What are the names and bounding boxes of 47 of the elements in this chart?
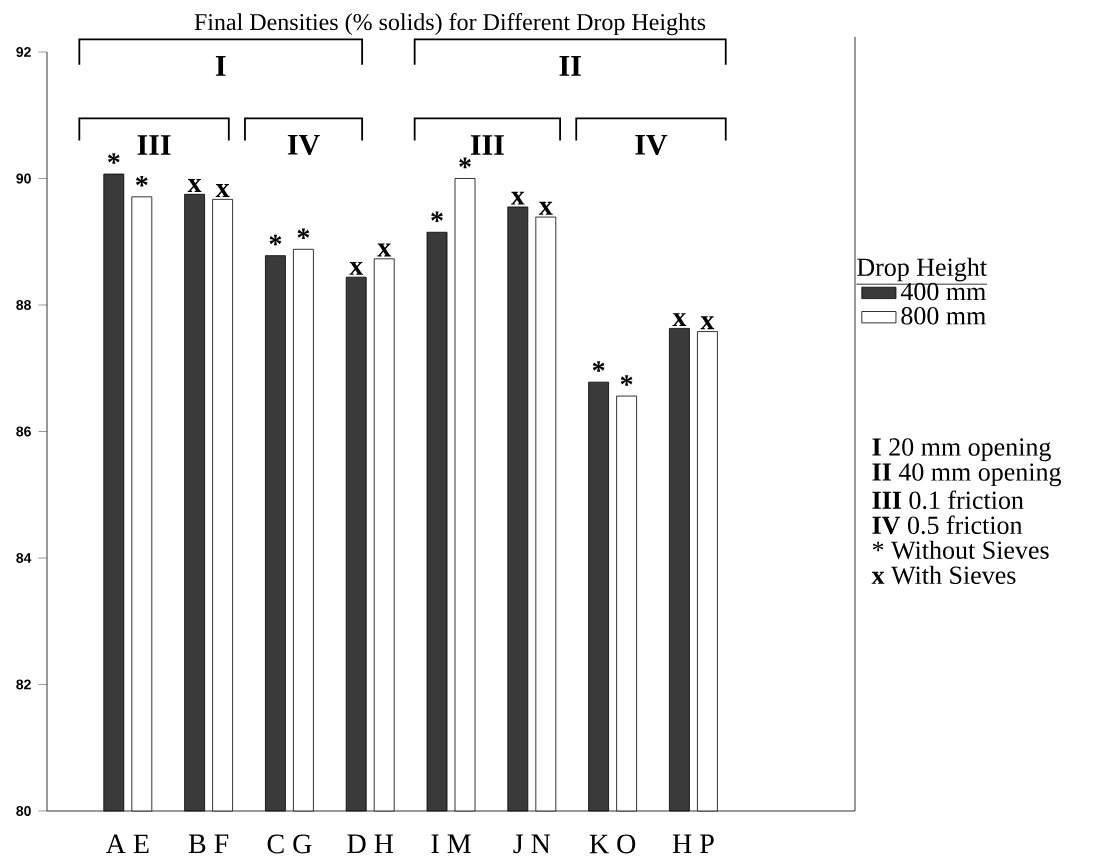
y-tick-label: 82: [16, 679, 31, 690]
data-label: *: [135, 175, 148, 187]
y-tick-label: 80: [16, 806, 31, 816]
text: II 40 mm opening: [872, 463, 1062, 487]
data-label: x: [510, 191, 525, 205]
annotation: III: [137, 135, 171, 155]
x-tick-label: J N: [513, 834, 551, 854]
x-tick-label: B F: [188, 834, 229, 854]
data-label: x: [187, 179, 202, 192]
x-tick-label: I M: [431, 834, 471, 853]
legend-label: 400 mm: [900, 282, 986, 301]
text: * Without Sieves: [872, 540, 1049, 560]
y-tick-label: 92: [16, 47, 31, 57]
text: III 0.1 friction: [872, 490, 1024, 510]
x-tick-label: A E: [105, 834, 149, 854]
annotation: IV: [635, 134, 668, 155]
data-label: *: [269, 234, 282, 246]
data-label: x: [215, 184, 230, 197]
data-label: *: [297, 228, 310, 240]
annotation: II: [559, 56, 581, 76]
data-label: x: [672, 313, 687, 326]
data-label: x: [377, 243, 392, 257]
x-tick-label: K O: [589, 834, 636, 854]
y-tick-label: 90: [16, 173, 31, 184]
data-label: x: [700, 316, 715, 330]
x-tick-label: D H: [347, 834, 394, 853]
annotation: III: [470, 135, 504, 155]
y-tick-label: 84: [16, 553, 32, 563]
annotation: I: [215, 56, 226, 76]
y-tick-label: 88: [16, 300, 31, 310]
y-tick-label: 86: [16, 426, 31, 437]
annotation: IV: [287, 134, 320, 155]
data-label: *: [431, 211, 443, 222]
data-label: *: [620, 375, 633, 386]
data-label: x: [349, 261, 364, 275]
text: I 20 mm opening: [872, 438, 1051, 462]
x-tick-label: H P: [672, 834, 714, 853]
data-label: *: [107, 153, 120, 164]
data-label: *: [459, 157, 471, 169]
x-tick-label: C G: [267, 834, 312, 854]
legend-label: 800 mm: [901, 307, 986, 325]
text: x With Sieves: [871, 565, 1016, 585]
data-label: *: [592, 361, 605, 372]
data-label: x: [538, 201, 553, 215]
legend-title: Drop Height: [857, 257, 987, 282]
text: IV 0.5 friction: [872, 515, 1023, 535]
chart-title: Final Densities (% solids) for Different Drop Heights: [194, 13, 706, 36]
